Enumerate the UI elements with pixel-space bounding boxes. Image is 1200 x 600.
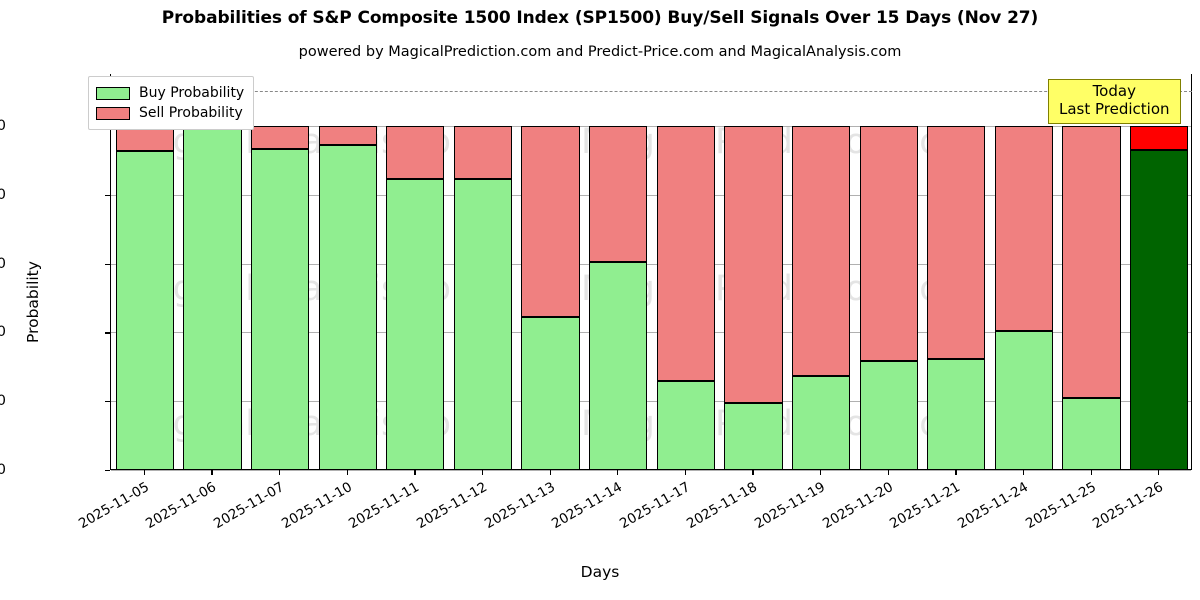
- y-tick-label: 40: [0, 324, 6, 341]
- chart-legend: Buy Probability Sell Probability: [88, 76, 255, 130]
- bar-group[interactable]: [927, 126, 986, 470]
- x-tick-mark: [279, 470, 281, 475]
- x-axis-label: Days: [580, 563, 620, 581]
- bar-group[interactable]: [724, 126, 783, 470]
- bar-segment-sell[interactable]: [1062, 126, 1121, 399]
- bar-group[interactable]: [589, 126, 648, 470]
- x-tick-mark: [481, 470, 484, 475]
- y-tick-label: 100: [0, 118, 6, 134]
- bar-group[interactable]: [115, 126, 174, 470]
- x-tick-mark: [820, 470, 822, 475]
- bar-segment-sell[interactable]: [791, 126, 851, 377]
- bar-group[interactable]: [318, 126, 377, 470]
- bar-group[interactable]: [791, 126, 851, 470]
- bar-segment-sell[interactable]: [318, 126, 377, 145]
- bar-segment-sell[interactable]: [656, 126, 715, 381]
- legend-item[interactable]: Buy Probability: [96, 83, 244, 103]
- bar-group[interactable]: [521, 126, 580, 470]
- y-tick-mark: [105, 401, 110, 403]
- x-tick-mark: [752, 470, 754, 475]
- bar-segment-buy[interactable]: [927, 359, 986, 470]
- bar-segment-sell[interactable]: [453, 126, 512, 179]
- legend-item[interactable]: Sell Probability: [96, 103, 244, 123]
- x-tick-mark: [211, 470, 213, 475]
- y-tick-mark: [105, 263, 110, 265]
- y-tick-mark: [105, 332, 110, 334]
- bar-segment-buy[interactable]: [994, 331, 1053, 470]
- bar-segment-sell[interactable]: [521, 126, 580, 317]
- today-annotation: Today Last Prediction: [1048, 79, 1181, 125]
- plot-area: MagicalAnalysis.comMagicalPrediction.com…: [110, 74, 1193, 471]
- legend-label: Buy Probability: [139, 85, 245, 101]
- legend-swatch: [96, 106, 130, 120]
- bar-segment-sell[interactable]: [927, 126, 986, 360]
- x-tick-mark: [1022, 470, 1025, 475]
- bar-segment-sell[interactable]: [589, 126, 648, 262]
- bar-segment-buy[interactable]: [115, 150, 174, 470]
- bar-segment-sell[interactable]: [386, 126, 445, 179]
- bar-group[interactable]: [386, 126, 445, 470]
- y-axis-label: Probability: [24, 261, 42, 343]
- bar-segment-buy[interactable]: [318, 144, 377, 470]
- bar-segment-sell[interactable]: [859, 126, 918, 361]
- bar-group[interactable]: [183, 126, 242, 470]
- x-tick-mark: [549, 470, 551, 475]
- bar-series-layer: [111, 74, 1193, 470]
- x-tick-mark: [1090, 470, 1092, 475]
- x-tick-mark: [887, 470, 889, 475]
- bar-segment-sell[interactable]: [1130, 126, 1189, 151]
- bar-group[interactable]: [1062, 126, 1121, 470]
- bar-segment-buy[interactable]: [791, 376, 851, 470]
- bar-segment-buy[interactable]: [453, 178, 512, 470]
- bar-segment-buy[interactable]: [724, 402, 783, 470]
- x-tick-mark: [346, 470, 348, 475]
- bar-segment-buy[interactable]: [1062, 398, 1121, 470]
- y-tick-label: 80: [0, 186, 6, 203]
- bar-segment-buy[interactable]: [656, 380, 715, 470]
- today-label-line1: Today: [1092, 82, 1136, 100]
- bar-segment-sell[interactable]: [250, 126, 310, 150]
- bar-group[interactable]: [859, 126, 918, 470]
- legend-swatch: [96, 86, 130, 100]
- legend-label: Sell Probability: [139, 105, 243, 121]
- y-tick-label: 0: [0, 462, 6, 478]
- bar-group[interactable]: [250, 126, 310, 470]
- y-tick-mark: [105, 194, 110, 196]
- chart-subtitle: powered by MagicalPrediction.com and Pre…: [298, 44, 902, 60]
- bar-group[interactable]: [1130, 126, 1189, 470]
- chart-title: Probabilities of S&P Composite 1500 Inde…: [161, 8, 1039, 28]
- bar-segment-buy[interactable]: [250, 149, 310, 470]
- y-tick-mark: [105, 470, 110, 472]
- bar-segment-buy[interactable]: [386, 178, 445, 470]
- x-tick-mark: [684, 470, 686, 475]
- x-tick-mark: [1158, 470, 1160, 475]
- x-tick-mark: [955, 470, 957, 475]
- bar-group[interactable]: [994, 126, 1053, 470]
- bar-segment-sell[interactable]: [724, 126, 783, 403]
- top-reference-line: [110, 91, 1192, 92]
- x-tick-mark: [414, 470, 416, 475]
- bar-group[interactable]: [453, 126, 512, 470]
- bar-segment-buy[interactable]: [183, 126, 242, 470]
- gridline-y-0: [111, 470, 1191, 471]
- bar-segment-buy[interactable]: [1130, 150, 1189, 470]
- y-tick-label: 60: [0, 255, 6, 272]
- bar-segment-buy[interactable]: [521, 316, 580, 470]
- x-tick-mark: [143, 470, 145, 475]
- x-tick-mark: [617, 470, 619, 475]
- bar-segment-sell[interactable]: [994, 126, 1053, 332]
- bar-group[interactable]: [656, 126, 715, 470]
- y-tick-label: 20: [0, 393, 6, 410]
- bar-segment-buy[interactable]: [589, 261, 648, 470]
- today-label-line2: Last Prediction: [1059, 99, 1170, 118]
- bar-segment-buy[interactable]: [859, 360, 918, 470]
